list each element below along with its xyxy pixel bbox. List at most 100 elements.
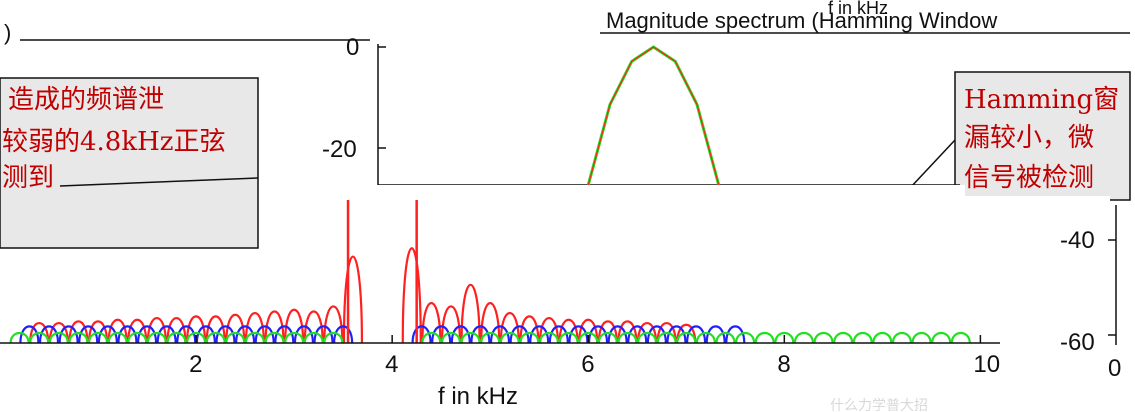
series-0-lobe-2 — [68, 320, 89, 344]
series-1-lobe-18 — [431, 325, 452, 344]
series-1-lobe-6 — [136, 325, 158, 344]
left-annotation-box — [0, 77, 259, 249]
x-tick-label-1: 4 — [385, 351, 398, 378]
series-1-lobe-3 — [78, 325, 99, 344]
series-2-lobe-30 — [676, 331, 697, 344]
right-x-tick-label-0: 0 — [1108, 355, 1121, 382]
series-2-lobe-39 — [852, 331, 873, 344]
series-2-lobe-27 — [617, 331, 638, 344]
series-0-lobe-5 — [127, 318, 148, 344]
series-2-lobe-16 — [323, 331, 344, 344]
series-0-lobe-30 — [656, 322, 677, 344]
series-0-lobe-17 — [401, 247, 422, 344]
right-annotation-line-1: Hamming窗 — [964, 85, 1119, 115]
series-2-lobe-20 — [480, 331, 501, 344]
series-1-lobe-9 — [195, 325, 216, 344]
series-0-lobe-27 — [597, 320, 618, 344]
x-ticks: 2 4 6 8 10 — [189, 335, 1000, 378]
series-1-lobe-26 — [587, 325, 609, 344]
left-annotation-line-2: 较弱的4.8kHz正弦 — [2, 127, 225, 157]
right-y-tick-label-minus60: -60 — [1060, 329, 1095, 356]
series-1-lobe-17 — [411, 325, 432, 344]
x-tick-label-0: 2 — [189, 351, 202, 378]
series-2-lobe-26 — [597, 331, 618, 344]
x-tick-label-2: 6 — [581, 351, 594, 378]
series-0-lobe-28 — [617, 320, 638, 344]
series-1-lobe-16 — [333, 325, 354, 344]
series-0-lobe-3 — [87, 320, 109, 344]
series-0-lobe-16 — [342, 255, 364, 344]
series-1-lobe-2 — [58, 325, 79, 344]
series-2-lobe-1 — [29, 331, 50, 344]
series-0-lobe-22 — [499, 311, 520, 344]
title-left-fragment: ) — [4, 20, 11, 45]
left-annotation-line-3: 测到 — [2, 163, 54, 193]
series-2-lobe-36 — [793, 331, 815, 344]
right-annotation-text: Hamming窗 漏较小，微 信号被检测 — [964, 85, 1119, 193]
series-1-lobe-10 — [215, 325, 236, 344]
series-1-lobe-8 — [176, 325, 197, 344]
chart-title: Magnitude spectrum (Hamming Window — [606, 8, 997, 33]
series-0-lobe-23 — [519, 315, 540, 344]
series-2-lobe-12 — [244, 331, 266, 344]
series-2-lobe-6 — [127, 331, 148, 344]
inset-hamming-peak-red — [587, 46, 720, 186]
series-1-lobe-20 — [470, 325, 491, 344]
series-1-lobe-28 — [627, 325, 648, 344]
series-2-lobe-24 — [558, 331, 579, 344]
series-2-lobe-25 — [578, 331, 599, 344]
left-pointer-line — [59, 177, 259, 187]
series-1-lobe-31 — [685, 325, 707, 344]
series-1-lobe-27 — [607, 325, 628, 344]
series-2-lobe-42 — [911, 331, 932, 344]
series-2-lobe-3 — [68, 331, 89, 344]
series-2-lobe-4 — [87, 331, 109, 344]
series-2-lobe-8 — [166, 331, 187, 344]
inset-hamming-peak — [586, 45, 721, 186]
right-annotation-line-3: 信号被检测 — [964, 163, 1094, 193]
series-1-lobe-32 — [705, 325, 726, 344]
series-0-lobe-10 — [225, 313, 246, 344]
right-annotation-line-2: 漏较小，微 — [964, 123, 1094, 153]
series-2-lobe-44 — [950, 331, 971, 344]
series-2-lobe-2 — [48, 331, 69, 344]
series-2-lobe-31 — [695, 331, 716, 344]
series-2-lobe-14 — [284, 331, 305, 344]
series-1-lobe-13 — [274, 325, 295, 344]
series-2-lobe-35 — [774, 331, 795, 344]
series-1-lobe-29 — [646, 325, 667, 344]
series-2-lobe-22 — [519, 331, 540, 344]
right-y-tick-label-minus40: -40 — [1060, 227, 1095, 254]
series-1-lobe-19 — [450, 325, 471, 344]
series-0-lobe-4 — [107, 318, 128, 344]
series-0-lobe-20 — [460, 283, 481, 344]
series-1-lobe-25 — [568, 325, 589, 344]
series-1-lobe-21 — [489, 325, 511, 344]
series-2-lobe-34 — [754, 331, 775, 344]
series-2-lobe-37 — [813, 331, 834, 344]
series-2-lobe-43 — [931, 331, 952, 344]
right-axes: -40 -60 0 — [1060, 205, 1121, 382]
plot-area — [9, 45, 971, 344]
inset-y-tick-label-minus20: -20 — [322, 136, 357, 163]
series-2-lobe-41 — [891, 331, 913, 344]
series-2-lobe-18 — [440, 331, 462, 344]
series-1-lobe-24 — [548, 325, 569, 344]
series-0-lobe-29 — [636, 322, 658, 344]
series-0-lobe-19 — [440, 305, 462, 344]
series-1-lobe-7 — [156, 325, 177, 344]
series-2-lobe-29 — [656, 331, 677, 344]
series-0-lobe-8 — [185, 315, 207, 344]
series-2-lobe-33 — [734, 331, 756, 344]
series-0-lobe-15 — [323, 305, 344, 344]
series-0-lobe-6 — [146, 316, 167, 344]
series-2-lobe-38 — [833, 331, 854, 344]
series-2-lobe-40 — [872, 331, 893, 344]
series-2-lobe-13 — [264, 331, 285, 344]
series-2-lobe-9 — [185, 331, 207, 344]
series-1-lobe-23 — [529, 325, 550, 344]
series-0-lobe-11 — [244, 311, 266, 344]
series-2-lobe-32 — [715, 331, 736, 344]
left-annotation-line-1: 造成的频谱泄 — [8, 85, 164, 115]
